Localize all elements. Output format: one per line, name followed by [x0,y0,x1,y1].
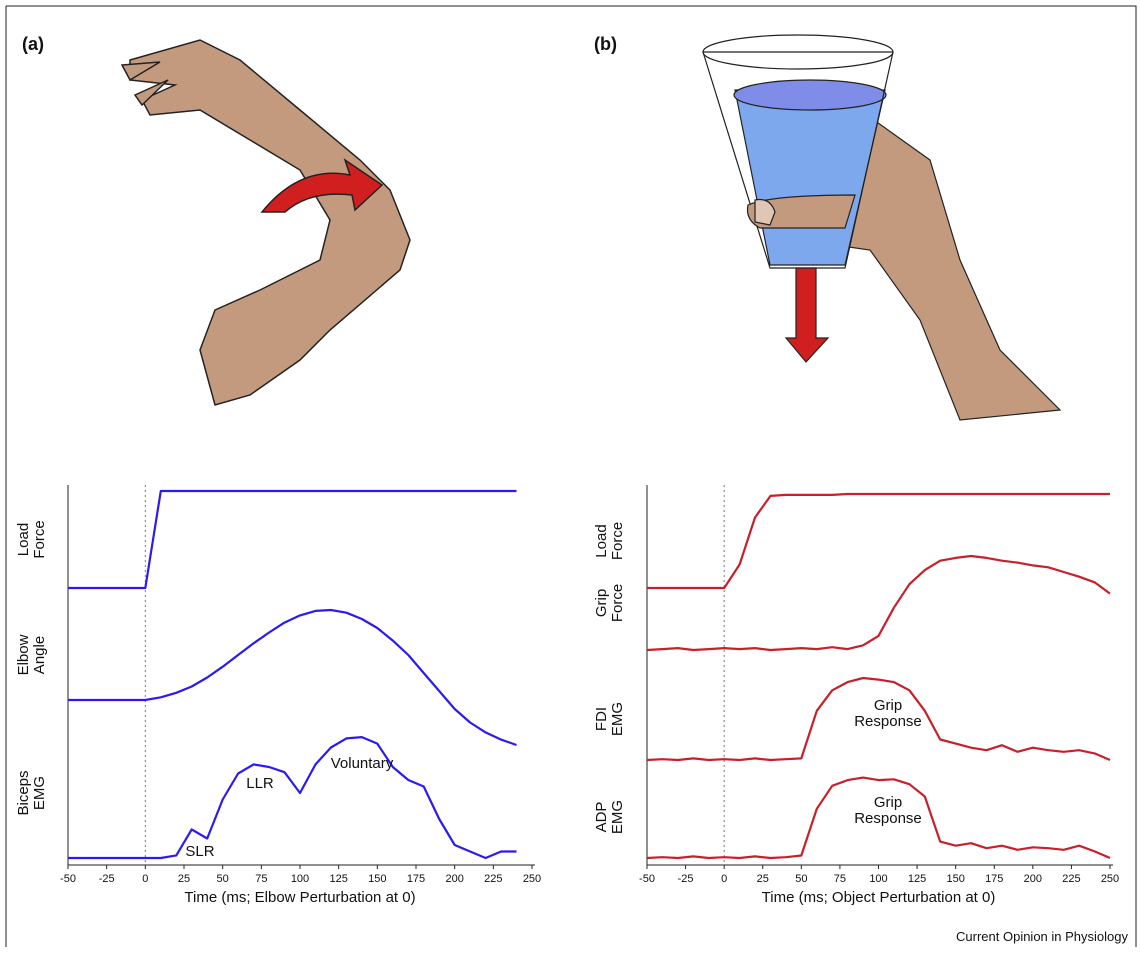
row-label: ADPEMG [593,800,626,834]
row-label: ElbowAngle [15,634,48,675]
row-label: LoadForce [15,520,48,558]
trace [647,492,1110,590]
x-tick-label: 0 [142,873,148,885]
x-tick-label: 100 [869,873,887,885]
row-label: GripForce [593,584,626,622]
x-tick-label: 75 [255,873,267,885]
x-tick-label: -25 [678,873,694,885]
panel-label: (a) [22,34,44,54]
x-tick-label: 175 [407,873,425,885]
trace [646,776,1111,860]
x-tick-label: 150 [368,873,386,885]
x-tick-label: 0 [721,873,727,885]
x-tick-label: 75 [834,873,846,885]
x-tick-label: -50 [639,873,655,885]
x-tick-label: -50 [60,873,76,885]
x-tick-label: 125 [329,873,347,885]
trace [646,554,1111,652]
x-tick-label: 250 [1101,873,1119,885]
row-label: BicepsEMG [15,770,48,815]
row-label: LoadForce [593,522,626,560]
trace [646,676,1111,762]
annotation: LLR [246,775,274,792]
row-label: FDIEMG [593,702,626,736]
x-tick-label: 200 [1024,873,1042,885]
x-tick-label: 25 [757,873,769,885]
x-tick-label: 150 [946,873,964,885]
x-axis-label: Time (ms; Object Perturbation at 0) [762,889,996,906]
trace [68,489,517,590]
frame [6,5,1137,947]
x-tick-label: -25 [99,873,115,885]
x-tick-label: 175 [985,873,1003,885]
x-tick-label: 250 [523,873,541,885]
annotation: Grip Response [854,697,922,730]
panel-label: (b) [594,34,617,54]
trace [68,608,517,747]
x-tick-label: 225 [1062,873,1080,885]
x-tick-label: 225 [484,873,502,885]
x-tick-label: 100 [291,873,309,885]
annotation: Voluntary [331,755,394,772]
arm-illustration [120,39,411,406]
trace [68,736,517,860]
cup-illustration [702,34,1062,421]
x-axis-label: Time (ms; Elbow Perturbation at 0) [184,889,415,906]
x-tick-label: 200 [445,873,463,885]
x-tick-label: 50 [795,873,807,885]
x-tick-label: 125 [908,873,926,885]
annotation: Grip Response [854,794,922,827]
x-tick-label: 50 [217,873,229,885]
annotation: SLR [185,843,214,860]
x-tick-label: 25 [178,873,190,885]
credit: Current Opinion in Physiology [956,929,1128,944]
